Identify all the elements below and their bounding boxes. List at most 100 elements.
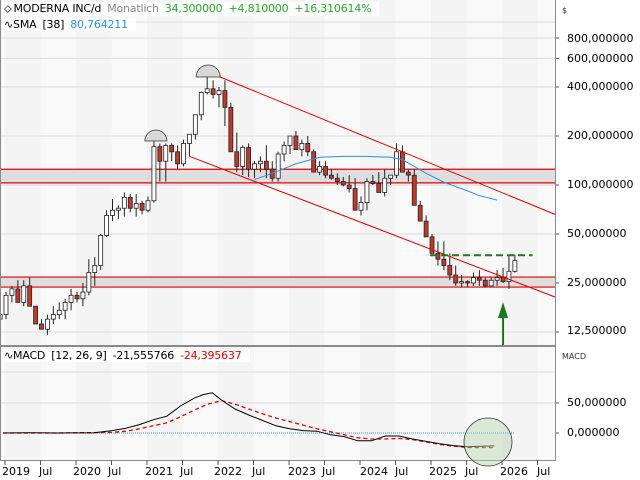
period-label: Monatlich (107, 2, 159, 15)
candle-body (340, 181, 346, 186)
candle-body (139, 203, 145, 211)
sma-legend: ∿SMA [38] 80,764211 (2, 18, 136, 31)
candle-body (465, 281, 470, 284)
candle-body (329, 174, 334, 179)
candle-body (506, 270, 512, 283)
candle-icon: ⬦ (4, 2, 12, 15)
last-price: 34,300000 (164, 2, 223, 15)
indicator-icon: ∿ (4, 18, 14, 31)
price-change-pct: +16,310614% (294, 2, 372, 15)
candle-body (488, 279, 494, 287)
candle-body (411, 174, 417, 206)
candle-body (80, 291, 86, 300)
signal-value: -24,395637 (180, 349, 242, 362)
price-tick: 200,000000 (567, 129, 634, 142)
x-tick: Jul (537, 465, 551, 478)
macd-signal-line (3, 399, 495, 449)
sma-line (254, 155, 498, 201)
candle-body (133, 203, 139, 209)
candle-body (512, 260, 518, 272)
candle-body (263, 160, 269, 170)
sma-label: SMA (13, 18, 37, 31)
x-tick: Jul (395, 465, 409, 478)
macd-highlight-circle (463, 417, 513, 467)
candle-body (500, 277, 506, 283)
candle-body (305, 143, 311, 153)
candle-body (39, 323, 44, 330)
candle-body (482, 279, 488, 287)
candle-body (299, 143, 305, 150)
candle-body (104, 215, 109, 236)
candle-body (145, 200, 151, 211)
candle-body (21, 285, 27, 303)
instrument-name: MODERNA INC/d (13, 2, 102, 15)
x-tick: 2025 (429, 465, 457, 478)
candle-body (234, 151, 240, 167)
candle-body (210, 88, 216, 95)
candle-body (459, 281, 465, 284)
candle-body (50, 314, 56, 320)
candle-body (275, 153, 281, 179)
candle-body (110, 209, 115, 216)
price-legend: ⬦ MODERNA INC/d Monatlich 34,300000 +4,81000… (2, 2, 380, 16)
candle-body (98, 235, 104, 266)
candle-body (258, 160, 263, 165)
candle-body (163, 145, 169, 162)
candle-body (204, 88, 210, 93)
candle-body (45, 318, 50, 330)
panel-separator (0, 345, 556, 347)
x-tick: 2023 (288, 465, 316, 478)
candle-body (240, 147, 246, 167)
candle-body (33, 305, 38, 325)
candle-body (9, 288, 15, 296)
candle-body (56, 309, 62, 315)
x-tick: Jul (252, 465, 266, 478)
x-tick: 2020 (73, 465, 101, 478)
x-tick: 2024 (360, 465, 388, 478)
candle-body (151, 146, 157, 202)
indicator-icon: ∿ (4, 349, 14, 362)
price-tick: 800,000000 (567, 32, 634, 45)
price-tick: 100,000000 (567, 178, 634, 191)
candle-body (281, 145, 287, 155)
candle-body (435, 253, 441, 260)
candle-body (228, 106, 234, 153)
candle-body (476, 277, 482, 281)
candle-body (192, 114, 198, 135)
macd-legend: ∿MACD [12, 26, 9] -21,555766 -24,395637 (2, 349, 250, 362)
sma-param: [38] (42, 18, 65, 31)
price-tick: 12,500000 (567, 324, 627, 337)
candle-body (494, 277, 500, 281)
candle-body (417, 204, 423, 222)
candle-body (364, 181, 370, 203)
channel-upper (212, 73, 556, 215)
candle-body (86, 272, 92, 293)
macd-label: MACD (13, 349, 46, 362)
macd-tick: 50,000000 (567, 396, 627, 409)
candle-body (216, 90, 222, 95)
candle-body (370, 181, 376, 185)
candle-body (423, 220, 429, 238)
candle-body (175, 151, 180, 165)
x-tick: 2026 (500, 465, 528, 478)
price-tick: 25,000000 (567, 276, 627, 289)
candle-body (323, 166, 328, 176)
macd-value: -21,555766 (112, 349, 175, 362)
candle-body (311, 151, 317, 173)
macd-tick: 0,000000 (567, 426, 620, 439)
candle-body (400, 151, 405, 173)
price-tick: 50,000000 (567, 227, 627, 240)
candle-body (116, 207, 121, 211)
candle-body (127, 196, 133, 209)
candle-body (287, 135, 293, 146)
candle-body (181, 143, 186, 165)
candle-body (317, 166, 323, 173)
x-tick: 2022 (214, 465, 242, 478)
candle-body (187, 133, 192, 144)
candle-body (68, 294, 74, 303)
macd-params: [12, 26, 9] (51, 349, 107, 362)
candle-body (382, 177, 388, 193)
candle-body (388, 174, 394, 179)
candle-body (346, 184, 352, 190)
